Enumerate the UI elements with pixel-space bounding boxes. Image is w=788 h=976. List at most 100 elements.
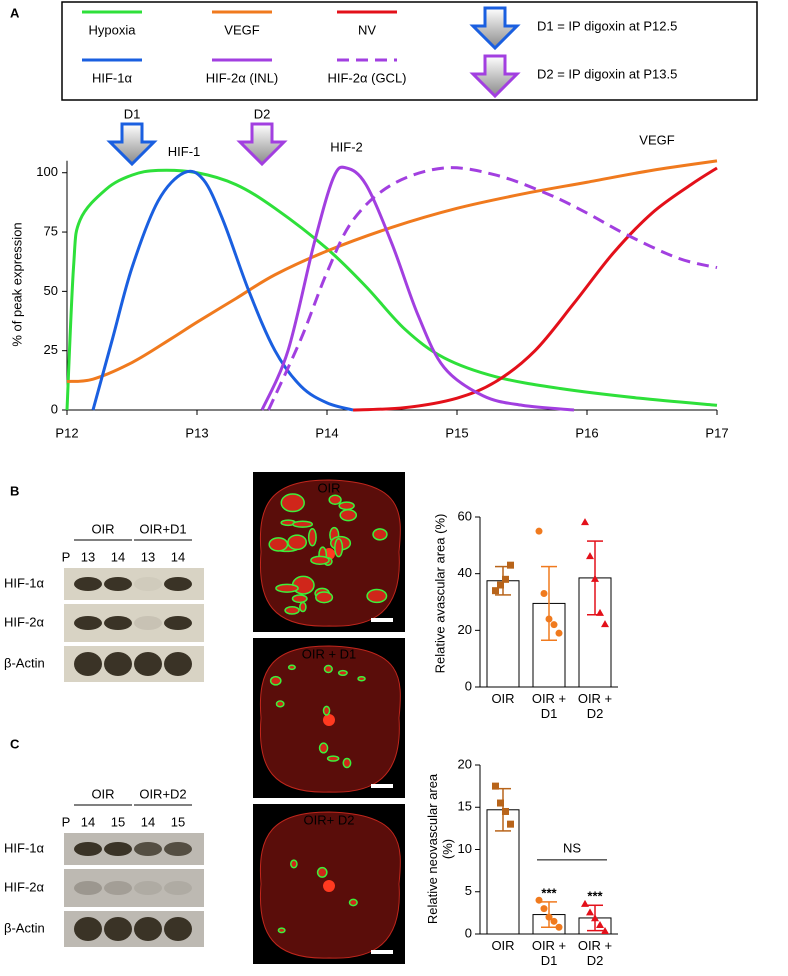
line-series [352,166,718,412]
blot-group: OIR [91,786,114,801]
lesion [337,669,348,677]
lesion [269,675,282,686]
x-tick-label: P17 [705,425,728,440]
blot-row-label: β-Actin [4,920,45,935]
blot-band [134,577,162,591]
lesion [338,501,355,511]
y-tick-label: 40 [458,565,472,580]
x-tick-label: OIR + D2 [577,691,613,721]
blot-band [164,652,192,676]
blot-lane: 13 [141,549,155,564]
blot-band [104,577,132,591]
marker-label: D1 [124,106,141,121]
lesion [290,859,298,869]
lesion [280,493,305,513]
blot-lane: 15 [171,814,185,829]
y-tick-label: 20 [458,756,472,771]
legend-label: HIF-1α [92,70,133,85]
blot-band [104,881,132,895]
blot-band [74,917,102,941]
line-series [260,165,575,412]
data-point [540,590,548,597]
blot-lane-label: P [62,549,71,564]
x-tick-label: P14 [315,425,338,440]
blot-group: OIR+D2 [139,786,186,801]
blot-group: OIR+D1 [139,521,186,536]
lesion [299,601,307,613]
data-point [581,899,589,907]
blot-row-label: HIF-2α [4,614,45,629]
data-point [550,621,558,629]
x-tick-label: OIR + D1 [531,938,567,968]
blot-row-label: HIF-2α [4,879,45,894]
series-label: HIF-2 [330,139,363,154]
y-tick-label: 5 [465,883,472,898]
data-point [540,905,548,913]
panel-label: A [10,5,20,20]
blot-row-label: HIF-1α [4,840,45,855]
blot-band [134,917,162,941]
blot-lane: 14 [81,814,95,829]
legend-label: NV [358,22,376,37]
data-point [581,518,589,526]
data-point [535,896,543,904]
blot-band [164,842,192,856]
blot-lane: 13 [81,549,95,564]
x-tick-label: P15 [445,425,468,440]
lesion [284,605,300,615]
y-tick-label: 75 [44,223,58,238]
blot-band [134,842,162,856]
blot-lane: 15 [111,814,125,829]
dose-arrow [106,122,158,167]
lesion [366,588,388,604]
x-tick-label: P13 [185,425,208,440]
data-point [502,575,509,583]
lesion [275,700,285,708]
blot-band [104,842,132,856]
dose-arrow [236,122,288,167]
data-point [591,574,599,582]
blot-band [74,881,102,895]
data-point [601,926,609,934]
blot-band [164,917,192,941]
blot-lane-label: P [62,814,71,829]
blot-band [104,917,132,941]
blot-lane: 14 [141,814,155,829]
lesion [315,591,334,604]
data-point [545,615,553,623]
blot-band [74,842,102,856]
blot-strip [64,869,204,907]
data-point [555,629,563,637]
y-axis-label: Relative avascular area (%) [432,513,448,674]
marker-label: D2 [254,106,271,121]
bar [578,577,612,688]
micrograph-label: OIR + D1 [302,646,357,661]
blot-lane: 14 [111,549,125,564]
legend-label: HIF-2α (INL) [206,70,279,85]
lesion [307,528,317,547]
data-point [550,917,558,925]
panel-label: C [10,736,20,751]
data-point [492,782,499,790]
lesion [277,927,286,934]
optic-disc [323,714,335,726]
y-tick-label: 10 [458,841,472,856]
lesion [318,742,329,754]
data-point [497,581,504,589]
data-point [507,820,514,828]
lesion [357,675,366,682]
blot-band [104,652,132,676]
lesion [268,537,289,552]
bar [486,580,520,688]
legend-label: D1 = IP digoxin at P12.5 [537,18,677,33]
y-tick-label: 0 [465,925,472,940]
data-point [555,923,563,931]
x-tick-label: P12 [55,425,78,440]
legend-label: Hypoxia [89,22,137,37]
y-tick-label: 60 [458,508,472,523]
y-tick-label: 50 [44,283,58,298]
blot-band [104,616,132,630]
data-point [502,807,509,815]
x-tick-label: OIR + D2 [577,938,613,968]
